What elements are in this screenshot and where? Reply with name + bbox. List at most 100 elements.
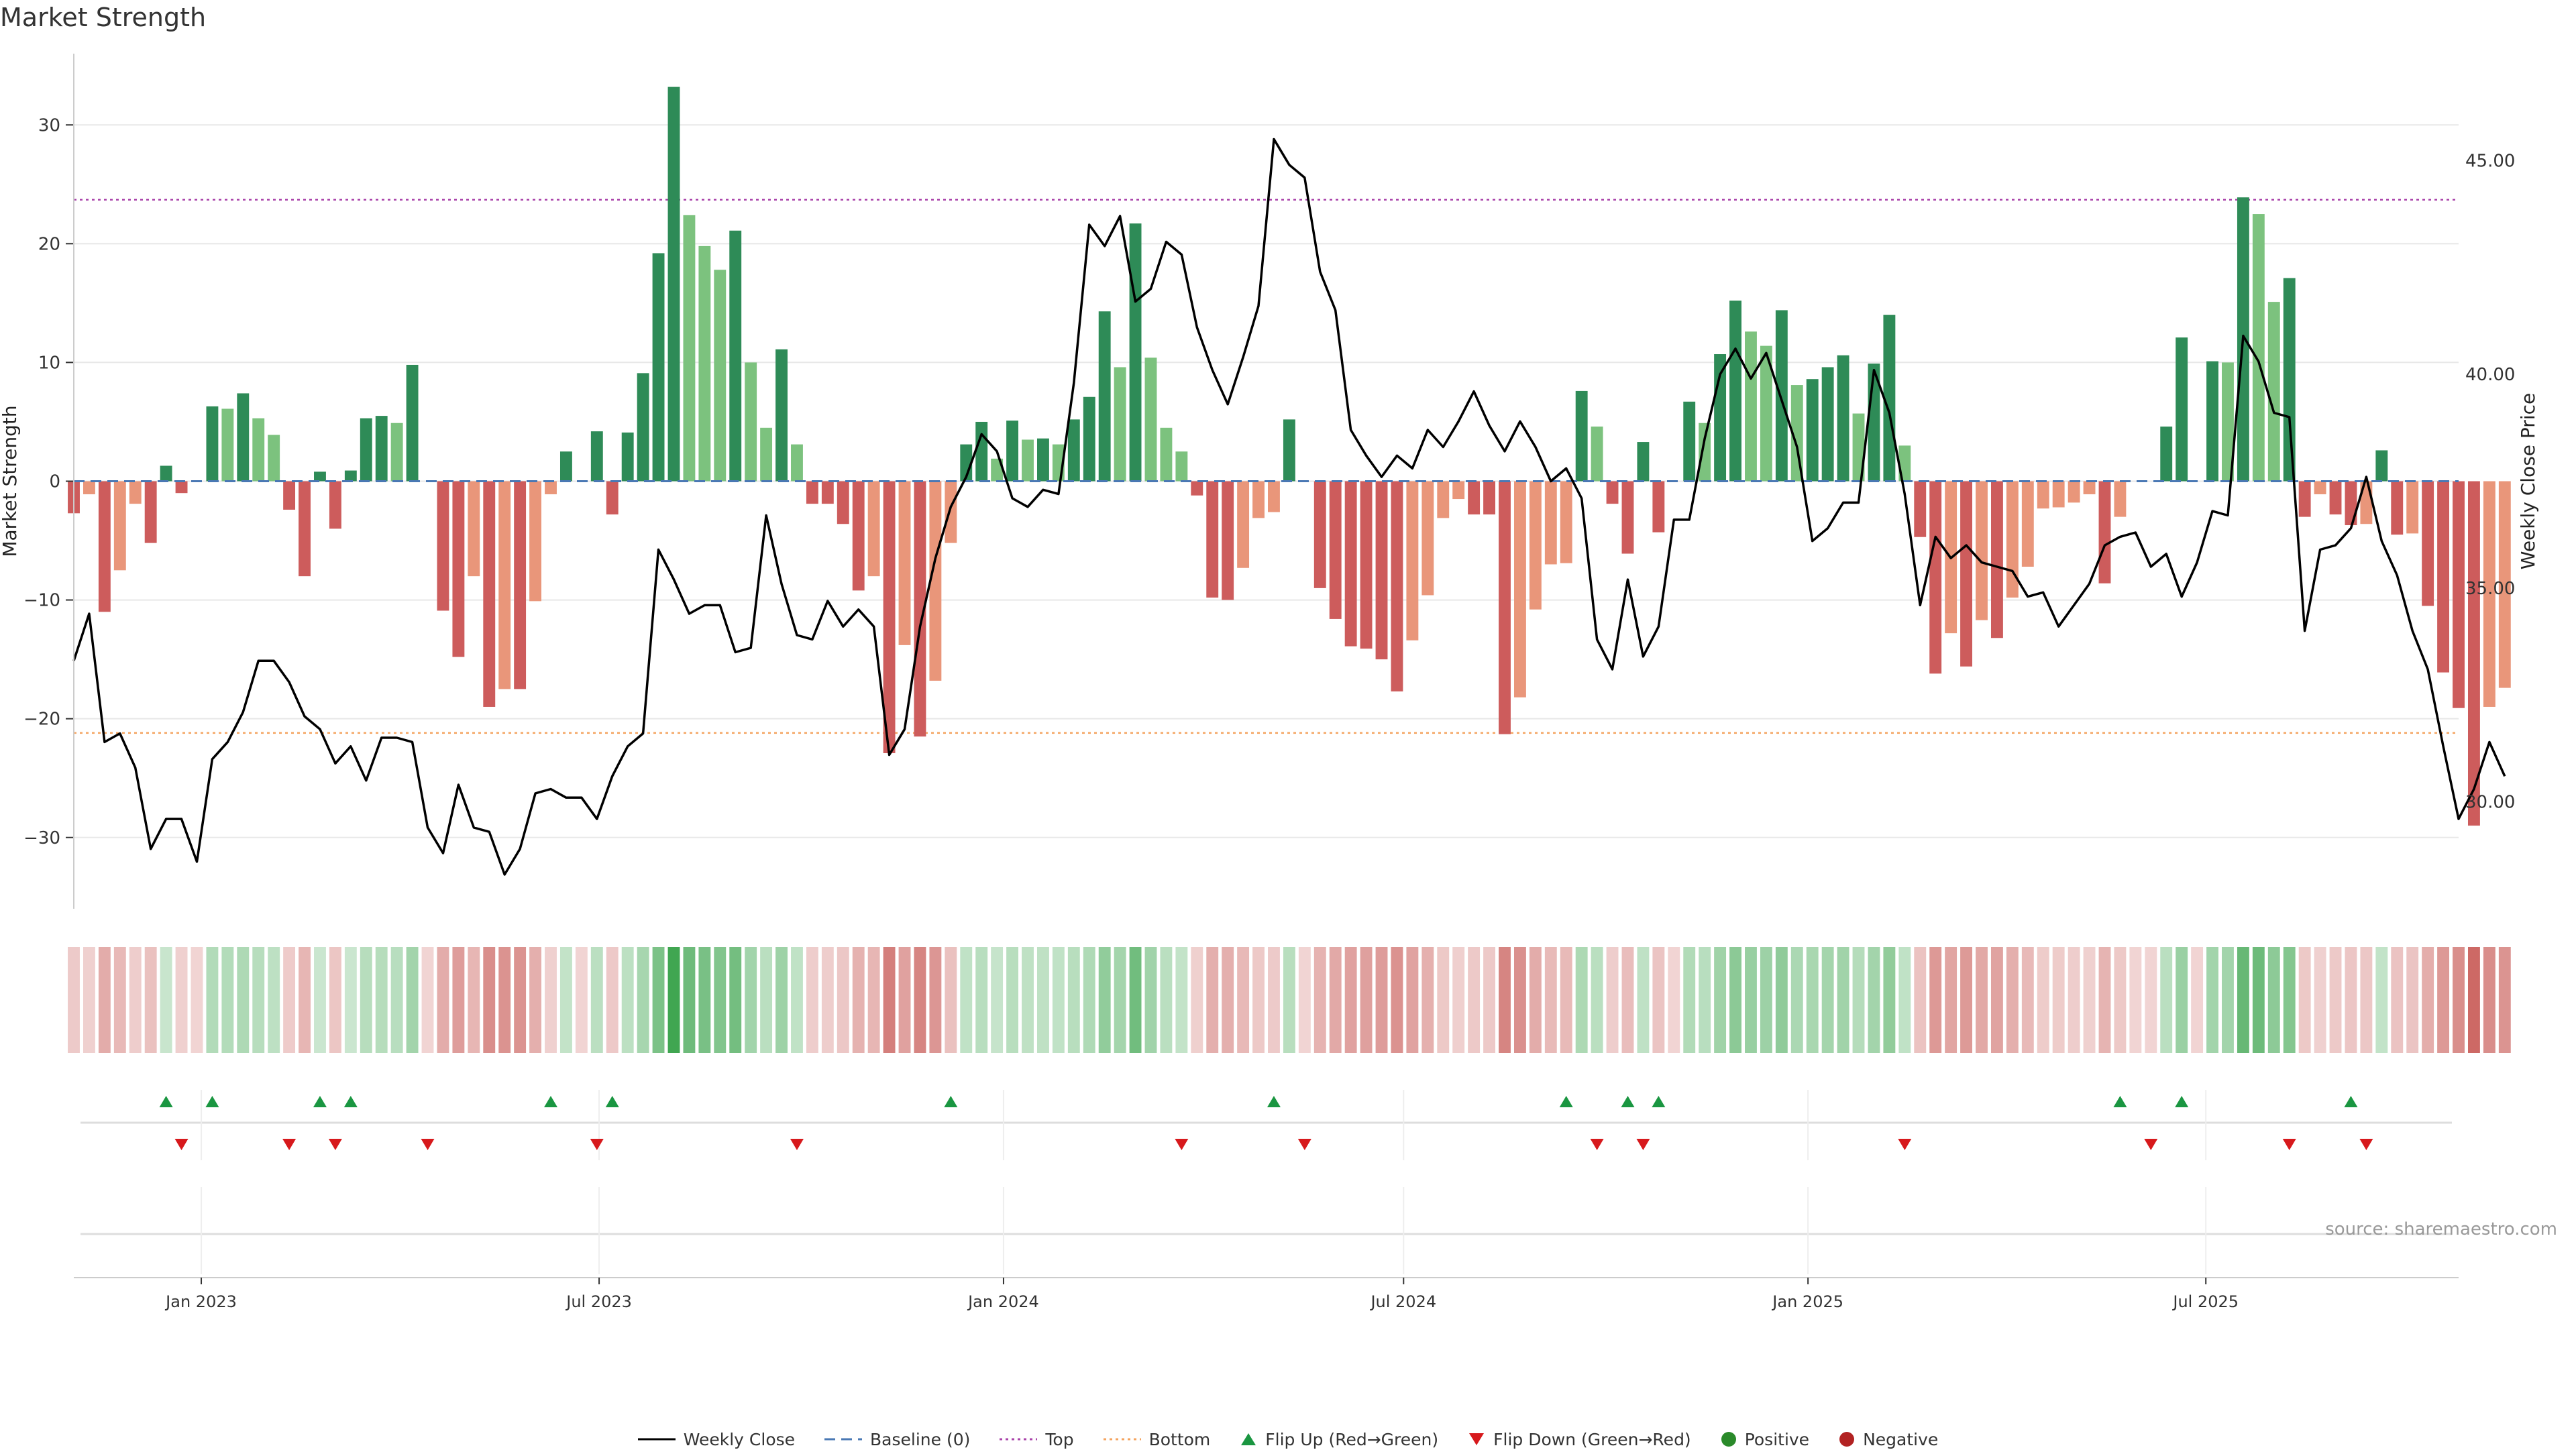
- x-tick-label: Jul 2025: [2171, 1292, 2239, 1311]
- strength-bar-positive: [237, 393, 250, 482]
- heat-cell: [1191, 947, 1203, 1053]
- heat-cell: [2345, 947, 2357, 1053]
- heat-cell: [1437, 947, 1450, 1053]
- heat-cell: [2114, 947, 2127, 1053]
- heat-cell: [113, 947, 126, 1053]
- strength-bar-negative: [2345, 481, 2357, 526]
- heat-strip: [68, 947, 2511, 1053]
- heat-cell: [1375, 947, 1388, 1053]
- legend-label: Bottom: [1148, 1429, 1211, 1449]
- strength-bar-negative: [883, 481, 896, 754]
- strength-bar-positive: [1729, 300, 1741, 482]
- heat-cell: [1699, 947, 1711, 1053]
- strength-bar-positive: [2375, 450, 2388, 482]
- strength-bar-negative: [1544, 481, 1557, 565]
- heat-cell: [2453, 947, 2465, 1053]
- flip-down-marker: [2359, 1139, 2373, 1150]
- strength-bar-negative: [898, 481, 911, 645]
- strength-bar-negative: [1344, 481, 1357, 647]
- heat-cell: [221, 947, 234, 1053]
- strength-bar-positive: [2160, 427, 2173, 482]
- strength-bar-positive: [775, 349, 788, 482]
- x-axis: Jan 2023 Jul 2023 Jan 2024 Jul 2024 Jan 2025…: [74, 1277, 2459, 1311]
- triangle-up-icon: [1241, 1433, 1256, 1445]
- heat-cell: [683, 947, 696, 1053]
- strength-bar-negative: [1652, 481, 1665, 533]
- y-tick-label: 20: [38, 234, 60, 254]
- heat-cell: [1175, 947, 1188, 1053]
- heat-cell: [191, 947, 203, 1053]
- heat-cell: [1222, 947, 1234, 1053]
- heat-cell: [1990, 947, 2003, 1053]
- heat-cell: [775, 947, 788, 1053]
- heat-cell: [1421, 947, 1434, 1053]
- strength-bar-negative: [945, 481, 957, 543]
- strength-bars: [68, 87, 2511, 826]
- y2-axis-label: Weekly Close Price: [2517, 393, 2539, 569]
- heat-cell: [2098, 947, 2111, 1053]
- strength-bar-negative: [852, 481, 865, 591]
- heat-cell: [2483, 947, 2496, 1053]
- strength-bar-positive: [2222, 362, 2234, 482]
- heat-cell: [2314, 947, 2326, 1053]
- legend: Weekly Close Baseline (0) Top Bottom Fli…: [0, 1424, 2576, 1454]
- strength-bar-negative: [1421, 481, 1434, 596]
- strength-bar-positive: [760, 427, 773, 482]
- strength-bar-negative: [1375, 481, 1388, 660]
- strength-bar-negative: [1206, 481, 1219, 598]
- legend-label: Flip Down (Green→Red): [1493, 1429, 1691, 1449]
- heat-cell: [1114, 947, 1126, 1053]
- strength-bar-positive: [1699, 423, 1711, 482]
- strength-bar-negative: [2083, 481, 2096, 494]
- heat-cell: [652, 947, 665, 1053]
- strength-bar-negative: [2314, 481, 2326, 494]
- heat-cell: [1837, 947, 1849, 1053]
- strength-bar-negative: [529, 481, 542, 602]
- legend-weekly-close: Weekly Close: [637, 1430, 795, 1449]
- line-icon: [637, 1438, 676, 1441]
- y2-tick-label: 40.00: [2465, 365, 2515, 385]
- heat-cell: [406, 947, 419, 1053]
- strength-bar-positive: [1067, 419, 1080, 482]
- heat-cell: [1283, 947, 1295, 1053]
- strength-bar-negative: [1191, 481, 1203, 496]
- strength-bar-positive: [406, 364, 419, 482]
- strength-bar-positive: [1806, 379, 1819, 482]
- heat-cell: [945, 947, 957, 1053]
- strength-bar-negative: [98, 481, 111, 612]
- heat-cell: [2252, 947, 2265, 1053]
- heat-cell: [483, 947, 496, 1053]
- strength-bar-negative: [1606, 481, 1619, 504]
- flip-down-marker: [1175, 1139, 1189, 1150]
- strength-bar-positive: [729, 230, 742, 482]
- heat-cell: [283, 947, 296, 1053]
- heat-cell: [1852, 947, 1865, 1053]
- heat-cell: [2129, 947, 2142, 1053]
- flip-up-marker: [1559, 1096, 1573, 1107]
- strength-bar-negative: [2406, 481, 2419, 534]
- strength-bar-negative: [2068, 481, 2080, 503]
- strength-bar-negative: [2498, 481, 2511, 688]
- heat-cell: [2360, 947, 2373, 1053]
- flip-down-marker: [282, 1139, 297, 1150]
- heat-cell: [1052, 947, 1065, 1053]
- strength-bar-negative: [113, 481, 126, 571]
- strength-bar-negative: [929, 481, 942, 681]
- heat-cell: [2191, 947, 2204, 1053]
- heat-cell: [2068, 947, 2080, 1053]
- strength-bar-negative: [2422, 481, 2434, 606]
- flip-down-marker: [328, 1139, 342, 1150]
- heat-cell: [314, 947, 326, 1053]
- heat-cell: [1637, 947, 1650, 1053]
- heat-cell: [390, 947, 403, 1053]
- strength-bar-positive: [1160, 427, 1173, 482]
- heat-cell: [559, 947, 572, 1053]
- heat-cell: [698, 947, 711, 1053]
- heat-cell: [1683, 947, 1696, 1053]
- heat-cell: [575, 947, 588, 1053]
- heat-cell: [1298, 947, 1311, 1053]
- strength-bar-positive: [314, 471, 326, 482]
- triangle-down-icon: [1469, 1433, 1485, 1445]
- strength-bar-negative: [2329, 481, 2342, 515]
- strength-bar-positive: [1790, 385, 1803, 482]
